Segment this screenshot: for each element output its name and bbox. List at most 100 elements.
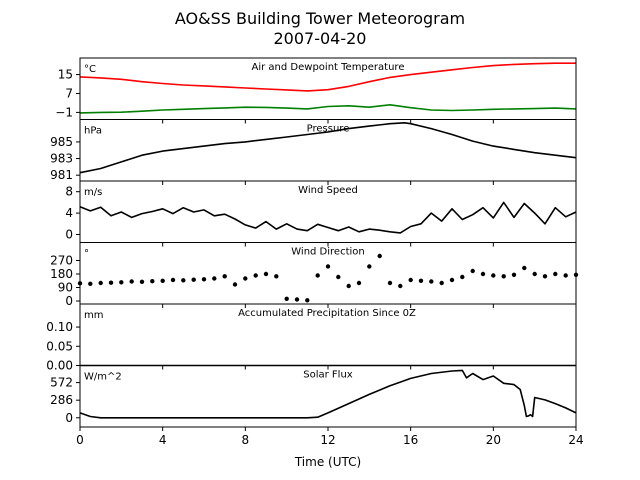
- x-axis: 0 4 8 12 16 20 24: [76, 433, 583, 447]
- x-tick-label: 4: [159, 433, 167, 447]
- wind-direction-point: [253, 273, 258, 278]
- x-tick-label: 12: [320, 433, 335, 447]
- wind-direction-point: [480, 271, 486, 277]
- wind-speed-ytick-label: 8: [65, 185, 73, 199]
- wind-direction-point: [212, 276, 217, 281]
- wind-direction-point: [522, 265, 527, 271]
- wind-direction-point: [356, 280, 362, 286]
- wind-direction-point: [470, 268, 475, 274]
- pressure-panel: 981 983 985 Pressure hPa: [50, 119, 577, 185]
- wind-direction-point: [460, 274, 465, 280]
- wind-direction-point: [274, 274, 279, 279]
- wind-speed-series-line-0: [79, 201, 577, 234]
- pressure-ytick-label: 983: [50, 152, 73, 166]
- wind-direction-point: [263, 271, 269, 277]
- wind-direction-point: [408, 277, 413, 283]
- x-tick-label: 24: [568, 433, 583, 447]
- temperature-unit-label: °C: [84, 64, 96, 75]
- wind-direction-point: [108, 280, 114, 285]
- precipitation-panel-title: Accumulated Precipitation Since 0Z: [238, 308, 416, 319]
- wind-direction-ytick-label: 90: [58, 281, 73, 295]
- wind-speed-panel-title: Wind Speed: [298, 185, 358, 196]
- wind-speed-ytick-label: 0: [65, 227, 73, 241]
- wind-direction-point: [511, 272, 517, 277]
- temperature-ytick-label: 7: [65, 86, 73, 100]
- wind-direction-point: [439, 280, 444, 286]
- wind-direction-point: [222, 274, 227, 279]
- wind-direction-ytick-label: 0: [65, 294, 73, 308]
- temperature-series-line-0: [79, 62, 576, 92]
- pressure-series-line-0: [79, 122, 577, 174]
- x-axis-label: Time (UTC): [294, 455, 361, 469]
- wind-direction-point: [88, 281, 93, 286]
- precipitation-ytick-label: 0.10: [46, 320, 73, 334]
- wind-direction-series-0: [77, 253, 579, 303]
- wind-direction-point: [315, 273, 320, 278]
- wind-direction-point: [170, 277, 176, 283]
- wind-direction-point: [501, 274, 506, 279]
- wind-direction-point: [418, 278, 424, 283]
- wind-direction-point: [305, 298, 310, 303]
- wind-direction-point: [191, 277, 196, 282]
- solar-flux-panel: 0 286 572 Solar Flux W/m^2: [50, 365, 577, 431]
- pressure-unit-label: hPa: [84, 126, 102, 137]
- wind-direction-point: [387, 280, 393, 286]
- solar-flux-unit-label: W/m^2: [84, 372, 122, 383]
- pressure-ytick-label: 981: [50, 168, 73, 182]
- wind-direction-point: [532, 271, 537, 277]
- x-tick-label: 16: [403, 433, 418, 447]
- wind-direction-point: [449, 277, 455, 283]
- wind-direction-point: [181, 278, 186, 283]
- wind-direction-point: [553, 271, 558, 277]
- temperature-panel: −1 7 15 Air and Dewpoint Temperature °C: [55, 57, 577, 124]
- wind-direction-point: [491, 273, 496, 278]
- wind-direction-point: [398, 283, 403, 289]
- wind-direction-point: [160, 278, 165, 283]
- wind-direction-point: [325, 264, 331, 269]
- wind-direction-point: [129, 279, 134, 284]
- wind-direction-ytick-label: 180: [50, 267, 73, 281]
- solar-flux-ytick-label: 286: [50, 393, 73, 407]
- pressure-ytick-label: 985: [50, 135, 73, 149]
- figure-title-line1: AO&SS Building Tower Meteorogram: [175, 9, 465, 28]
- pressure-panel-title: Pressure: [307, 124, 350, 135]
- precipitation-ytick-label: 0.00: [46, 359, 73, 373]
- wind-direction-point: [201, 277, 207, 282]
- wind-direction-point: [150, 279, 155, 284]
- solar-flux-panel-title: Solar Flux: [303, 370, 353, 381]
- wind-direction-point: [367, 264, 372, 269]
- wind-direction-point: [346, 283, 351, 289]
- wind-direction-point: [98, 280, 103, 286]
- x-tick-label: 0: [76, 433, 84, 447]
- wind-direction-unit-label: °: [84, 249, 89, 260]
- figure-title-line2: 2007-04-20: [274, 29, 367, 48]
- wind-speed-panel: 0 4 8 Wind Speed m/s: [65, 180, 577, 247]
- wind-direction-point: [294, 297, 300, 302]
- x-tick-label: 8: [242, 433, 250, 447]
- precipitation-panel: 0.00 0.05 0.10 Accumulated Precipitation Si…: [46, 303, 577, 373]
- wind-direction-point: [377, 253, 382, 259]
- wind-direction-ytick-label: 270: [50, 254, 73, 268]
- temperature-series-line-1: [79, 104, 577, 114]
- wind-direction-point: [243, 276, 248, 281]
- wind-direction-point: [563, 273, 568, 278]
- wind-direction-point: [284, 296, 289, 301]
- wind-direction-point: [119, 280, 124, 285]
- x-tick-label: 20: [486, 433, 501, 447]
- wind-direction-point: [336, 274, 341, 280]
- temperature-ytick-label: −1: [55, 105, 73, 119]
- wind-direction-point: [232, 282, 238, 287]
- solar-flux-ytick-label: 0: [65, 411, 73, 425]
- wind-direction-panel-title: Wind Direction: [291, 247, 365, 258]
- temperature-panel-title: Air and Dewpoint Temperature: [252, 62, 405, 73]
- precipitation-ytick-label: 0.05: [46, 339, 73, 353]
- wind-direction-point: [139, 279, 145, 284]
- wind-speed-unit-label: m/s: [84, 187, 102, 198]
- wind-direction-point: [542, 274, 548, 279]
- solar-flux-series-line-0: [79, 369, 577, 419]
- temperature-ytick-label: 15: [58, 68, 73, 82]
- solar-flux-ytick-label: 572: [50, 376, 73, 390]
